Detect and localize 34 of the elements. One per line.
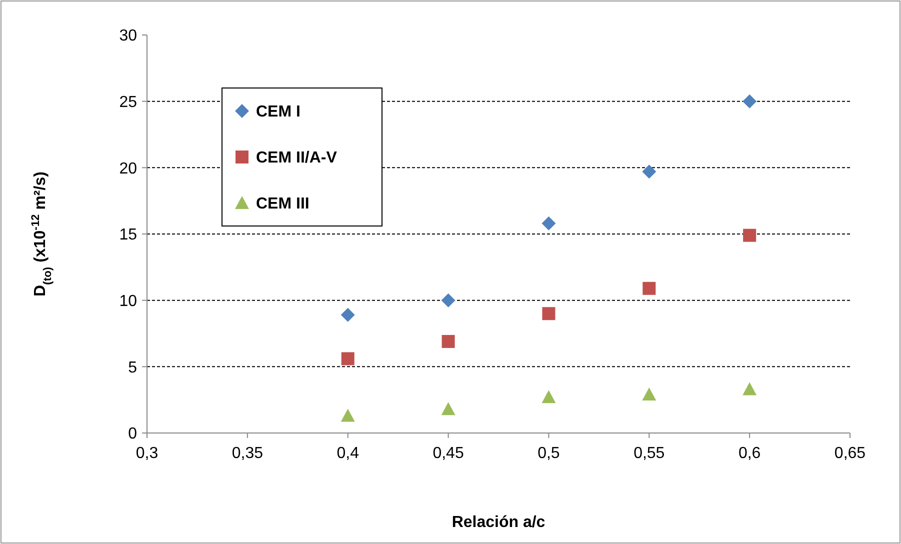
x-tick-label: 0,35 <box>232 445 264 462</box>
x-tick-label: 0,65 <box>834 445 866 462</box>
x-tick-label: 0,6 <box>738 445 761 462</box>
point <box>742 94 757 108</box>
point <box>743 228 756 242</box>
point <box>542 307 556 320</box>
point <box>642 388 656 401</box>
y-tick-label: 20 <box>119 160 138 178</box>
y-tick-label: 25 <box>119 94 138 111</box>
point <box>442 334 455 348</box>
point <box>642 164 656 179</box>
legend-label: CEM II/A-V <box>256 150 338 167</box>
x-tick-label: 0,3 <box>136 445 158 462</box>
point <box>441 293 456 308</box>
point <box>742 382 757 396</box>
x-tick-label: 0,55 <box>634 445 665 462</box>
point <box>441 402 456 416</box>
y-tick-label: 30 <box>119 28 138 45</box>
point <box>542 216 556 230</box>
x-tick-label: 0,45 <box>432 445 464 462</box>
y-tick-label: 0 <box>128 426 138 443</box>
x-tick-label: 0,4 <box>336 445 360 462</box>
legend-label: CEM III <box>256 196 310 213</box>
point <box>340 408 355 422</box>
point <box>642 282 656 295</box>
legend-label: CEM I <box>256 104 300 121</box>
point <box>341 352 354 366</box>
x-tick-label: 0,5 <box>538 445 560 462</box>
point <box>340 308 355 322</box>
x-axis-title: Relación a/c <box>452 514 546 531</box>
point <box>542 390 556 404</box>
y-tick-label: 15 <box>119 226 138 244</box>
y-tick-label: 10 <box>119 292 138 310</box>
y-tick-label: 5 <box>128 359 138 376</box>
